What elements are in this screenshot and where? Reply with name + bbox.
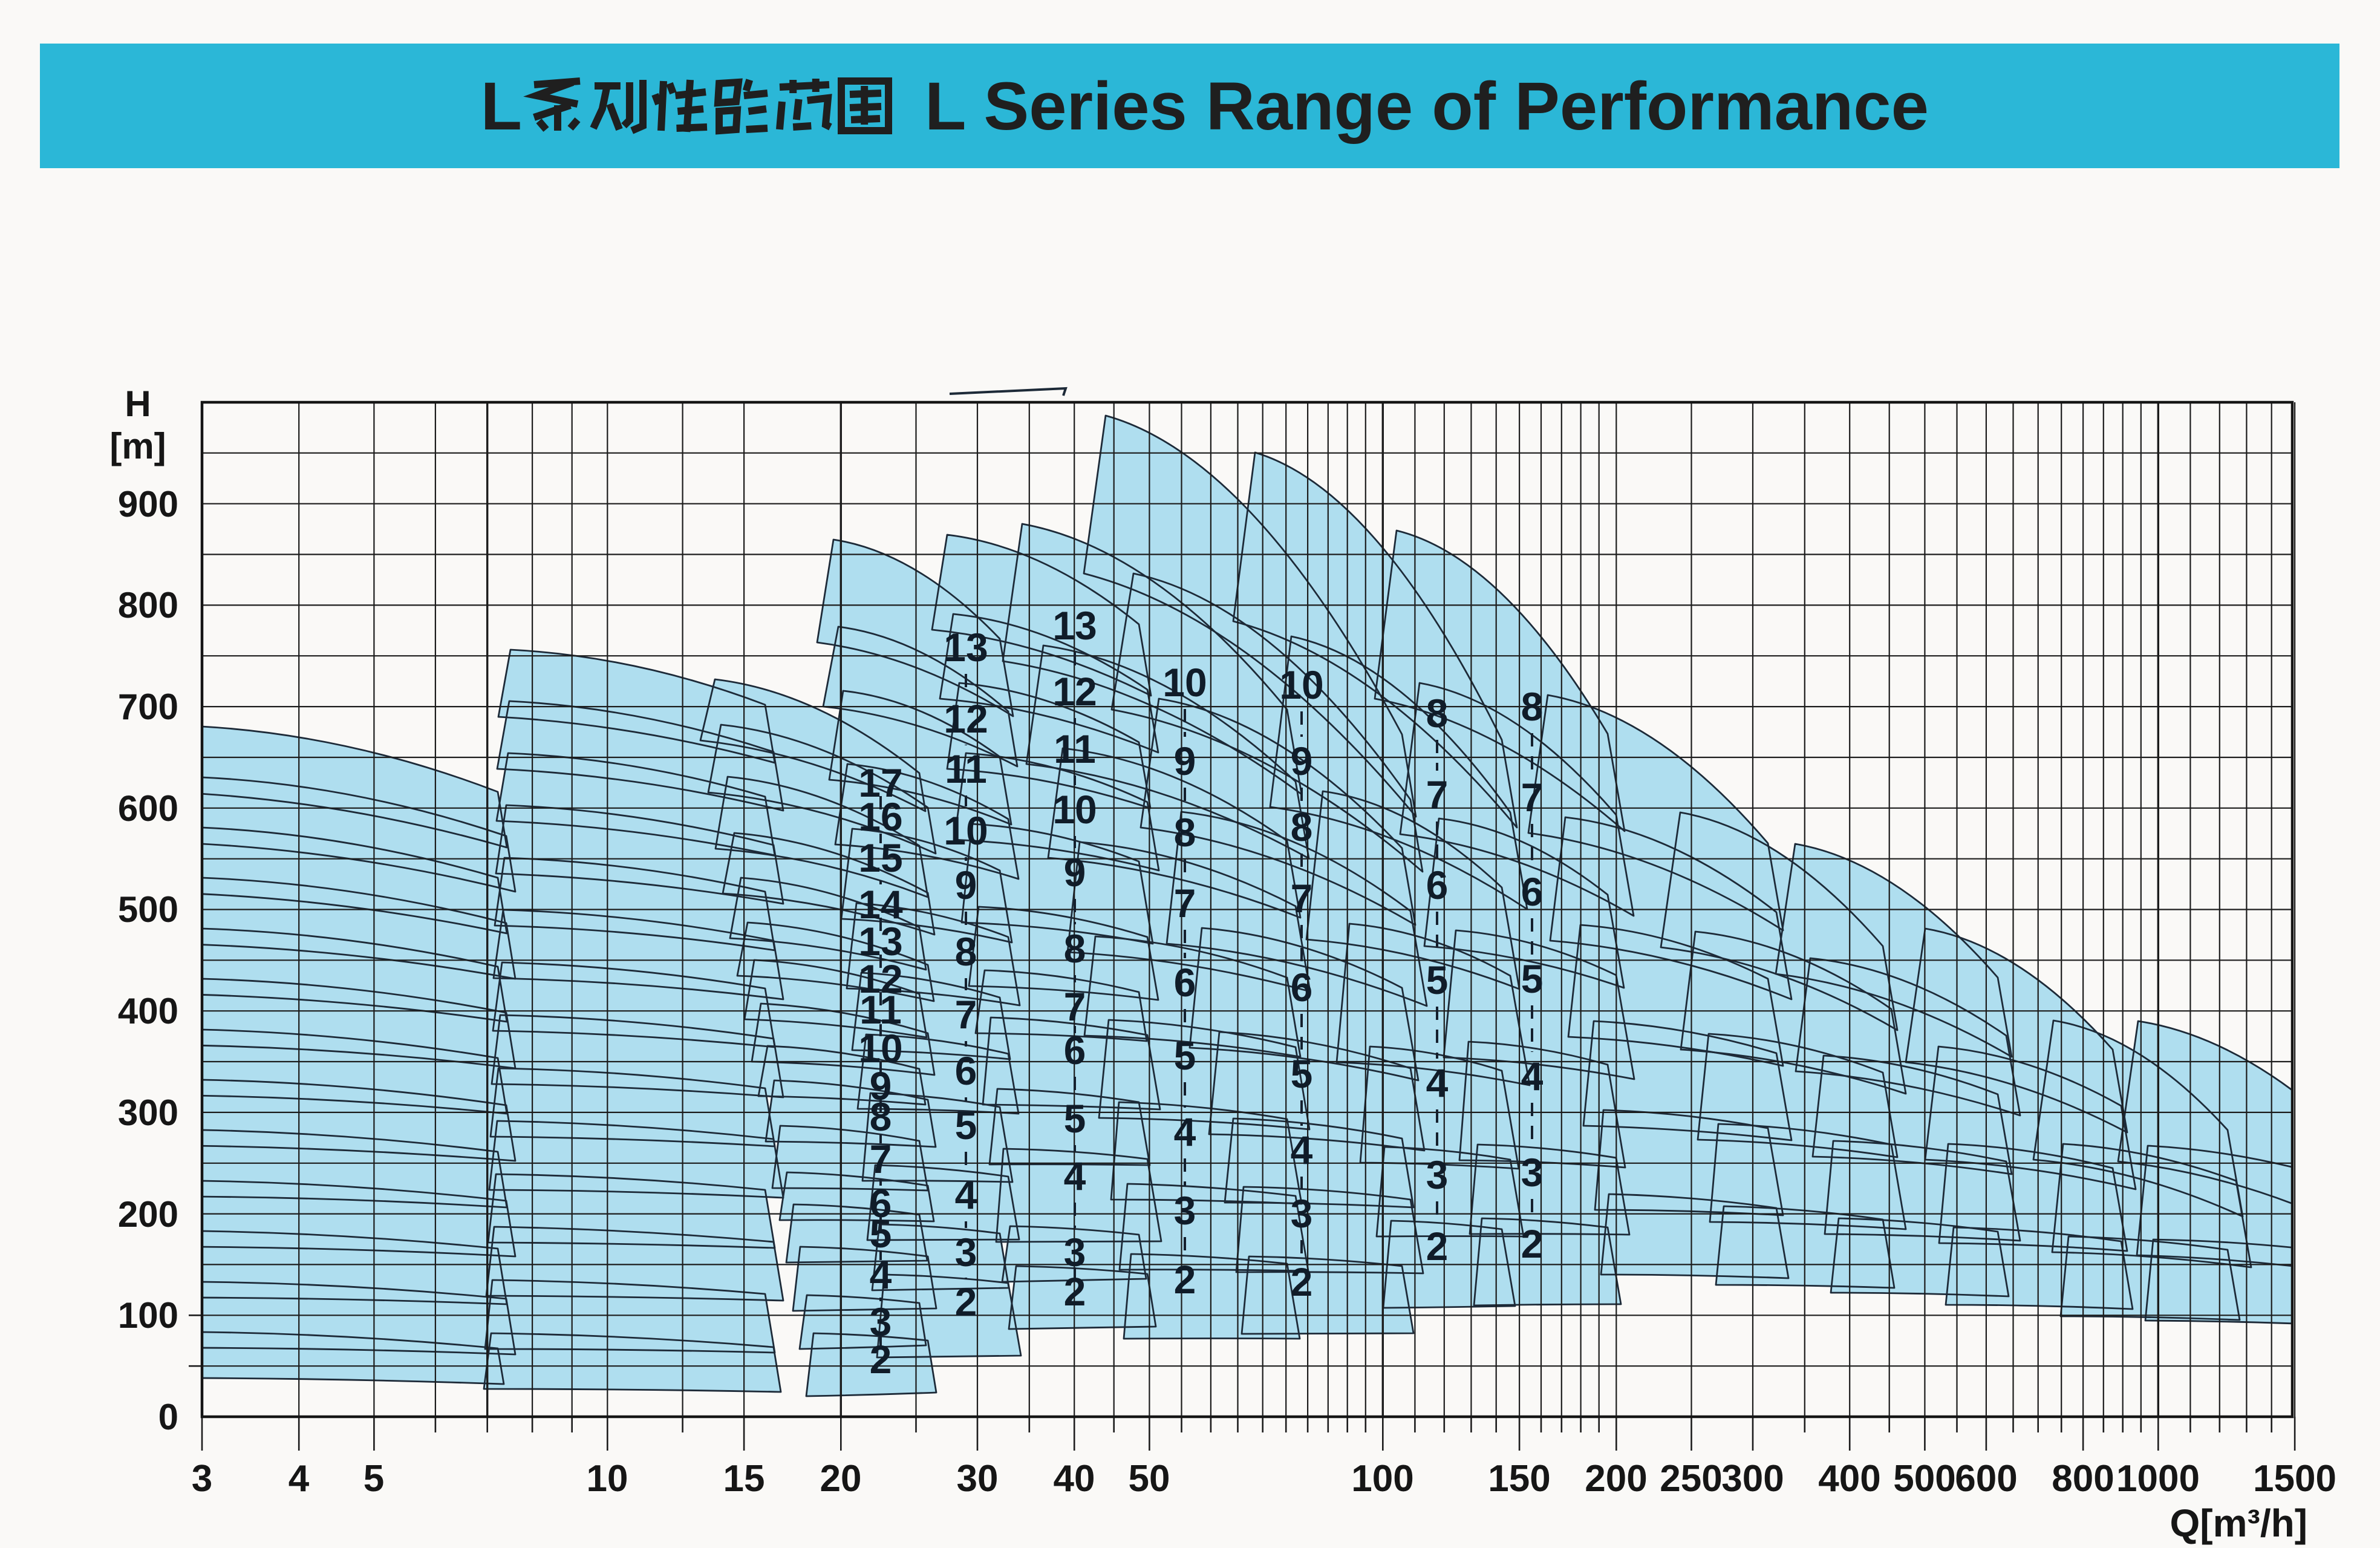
svg-text:3: 3 xyxy=(1064,1230,1086,1275)
svg-text:6: 6 xyxy=(1064,1028,1086,1073)
svg-text:12: 12 xyxy=(1052,669,1097,714)
svg-text:9: 9 xyxy=(955,863,977,907)
svg-text:100: 100 xyxy=(1351,1458,1413,1500)
svg-text:12: 12 xyxy=(944,696,988,741)
svg-text:7: 7 xyxy=(1064,984,1086,1029)
svg-text:400: 400 xyxy=(118,991,178,1031)
svg-text:3: 3 xyxy=(1174,1188,1196,1233)
svg-text:7: 7 xyxy=(1521,775,1544,820)
svg-text:4: 4 xyxy=(1426,1060,1449,1105)
svg-text:L Series Range of Performance: L Series Range of Performance xyxy=(925,68,1929,144)
svg-text:5: 5 xyxy=(870,1211,892,1256)
svg-text:600: 600 xyxy=(118,788,178,829)
svg-text:10: 10 xyxy=(1162,660,1207,705)
svg-text:5: 5 xyxy=(1521,956,1544,1001)
svg-text:2: 2 xyxy=(1174,1257,1196,1302)
svg-text:250: 250 xyxy=(1660,1458,1722,1500)
svg-text:10: 10 xyxy=(1279,662,1323,707)
svg-text:6: 6 xyxy=(1426,863,1449,907)
svg-text:16: 16 xyxy=(858,794,902,839)
svg-text:7: 7 xyxy=(1291,876,1313,921)
svg-text:3: 3 xyxy=(955,1230,977,1275)
svg-text:4: 4 xyxy=(289,1458,310,1500)
svg-text:500: 500 xyxy=(1893,1458,1955,1500)
svg-text:2: 2 xyxy=(1426,1224,1449,1269)
svg-text:800: 800 xyxy=(2052,1458,2114,1500)
svg-text:9: 9 xyxy=(1174,739,1196,783)
svg-text:Q[m³/h]: Q[m³/h] xyxy=(2170,1501,2308,1545)
svg-text:100: 100 xyxy=(118,1295,178,1336)
svg-text:10: 10 xyxy=(944,808,988,853)
svg-text:700: 700 xyxy=(118,687,178,727)
svg-text:7: 7 xyxy=(1426,772,1449,817)
svg-text:4: 4 xyxy=(955,1172,977,1217)
svg-text:30: 30 xyxy=(957,1458,999,1500)
svg-text:2: 2 xyxy=(870,1337,892,1382)
svg-text:9: 9 xyxy=(1064,850,1086,895)
svg-text:7: 7 xyxy=(955,992,977,1037)
svg-text:11: 11 xyxy=(945,746,987,791)
svg-text:800: 800 xyxy=(118,585,178,625)
svg-text:8: 8 xyxy=(1174,810,1196,855)
svg-text:4: 4 xyxy=(1174,1109,1196,1154)
svg-text:L: L xyxy=(481,68,522,144)
svg-text:5: 5 xyxy=(1291,1051,1313,1096)
svg-text:8: 8 xyxy=(1064,926,1086,971)
svg-text:400: 400 xyxy=(1818,1458,1880,1500)
svg-text:7: 7 xyxy=(1174,881,1196,926)
svg-text:4: 4 xyxy=(1291,1128,1313,1172)
svg-text:5: 5 xyxy=(955,1103,977,1148)
svg-text:500: 500 xyxy=(118,889,178,930)
svg-text:2: 2 xyxy=(1521,1221,1544,1266)
svg-text:6: 6 xyxy=(1291,965,1313,1010)
svg-text:3: 3 xyxy=(1426,1152,1449,1197)
svg-text:50: 50 xyxy=(1129,1458,1170,1500)
svg-text:300: 300 xyxy=(118,1092,178,1133)
svg-text:300: 300 xyxy=(1721,1458,1784,1500)
svg-text:40: 40 xyxy=(1054,1458,1095,1500)
svg-text:2: 2 xyxy=(955,1279,977,1324)
svg-text:200: 200 xyxy=(1585,1458,1647,1500)
svg-text:8: 8 xyxy=(955,929,977,974)
svg-text:6: 6 xyxy=(955,1048,977,1093)
svg-text:3: 3 xyxy=(1521,1150,1544,1195)
svg-text:9: 9 xyxy=(1291,739,1313,783)
svg-text:20: 20 xyxy=(820,1458,862,1500)
svg-text:6: 6 xyxy=(1174,960,1196,1005)
svg-text:10: 10 xyxy=(1052,787,1097,832)
svg-text:2: 2 xyxy=(1291,1259,1313,1304)
svg-text:13: 13 xyxy=(944,625,988,670)
svg-text:6: 6 xyxy=(1521,869,1544,914)
svg-text:2: 2 xyxy=(1064,1269,1086,1314)
svg-text:900: 900 xyxy=(118,484,178,524)
svg-text:13: 13 xyxy=(1052,603,1097,648)
svg-text:4: 4 xyxy=(870,1252,892,1297)
svg-text:15: 15 xyxy=(858,835,902,880)
svg-text:8: 8 xyxy=(1291,805,1313,849)
svg-text:4: 4 xyxy=(1064,1154,1086,1198)
svg-text:10: 10 xyxy=(587,1458,628,1500)
svg-text:150: 150 xyxy=(1488,1458,1550,1500)
svg-text:[m]: [m] xyxy=(109,426,166,466)
svg-text:11: 11 xyxy=(1054,727,1096,771)
svg-text:7: 7 xyxy=(870,1137,892,1181)
svg-text:8: 8 xyxy=(1426,691,1449,736)
svg-text:600: 600 xyxy=(1955,1458,2017,1500)
svg-text:15: 15 xyxy=(723,1458,765,1500)
svg-text:1500: 1500 xyxy=(2253,1458,2336,1500)
svg-text:5: 5 xyxy=(364,1458,384,1500)
svg-text:8: 8 xyxy=(870,1094,892,1139)
svg-text:8: 8 xyxy=(1521,684,1544,729)
svg-text:3: 3 xyxy=(1291,1191,1313,1236)
svg-text:200: 200 xyxy=(118,1194,178,1235)
svg-text:4: 4 xyxy=(1521,1054,1544,1099)
svg-text:5: 5 xyxy=(1064,1096,1086,1141)
svg-text:0: 0 xyxy=(158,1397,178,1437)
svg-text:5: 5 xyxy=(1174,1033,1196,1078)
svg-text:3: 3 xyxy=(192,1458,212,1500)
svg-text:5: 5 xyxy=(1426,958,1449,1002)
svg-text:1000: 1000 xyxy=(2116,1458,2200,1500)
svg-text:H: H xyxy=(125,384,151,424)
